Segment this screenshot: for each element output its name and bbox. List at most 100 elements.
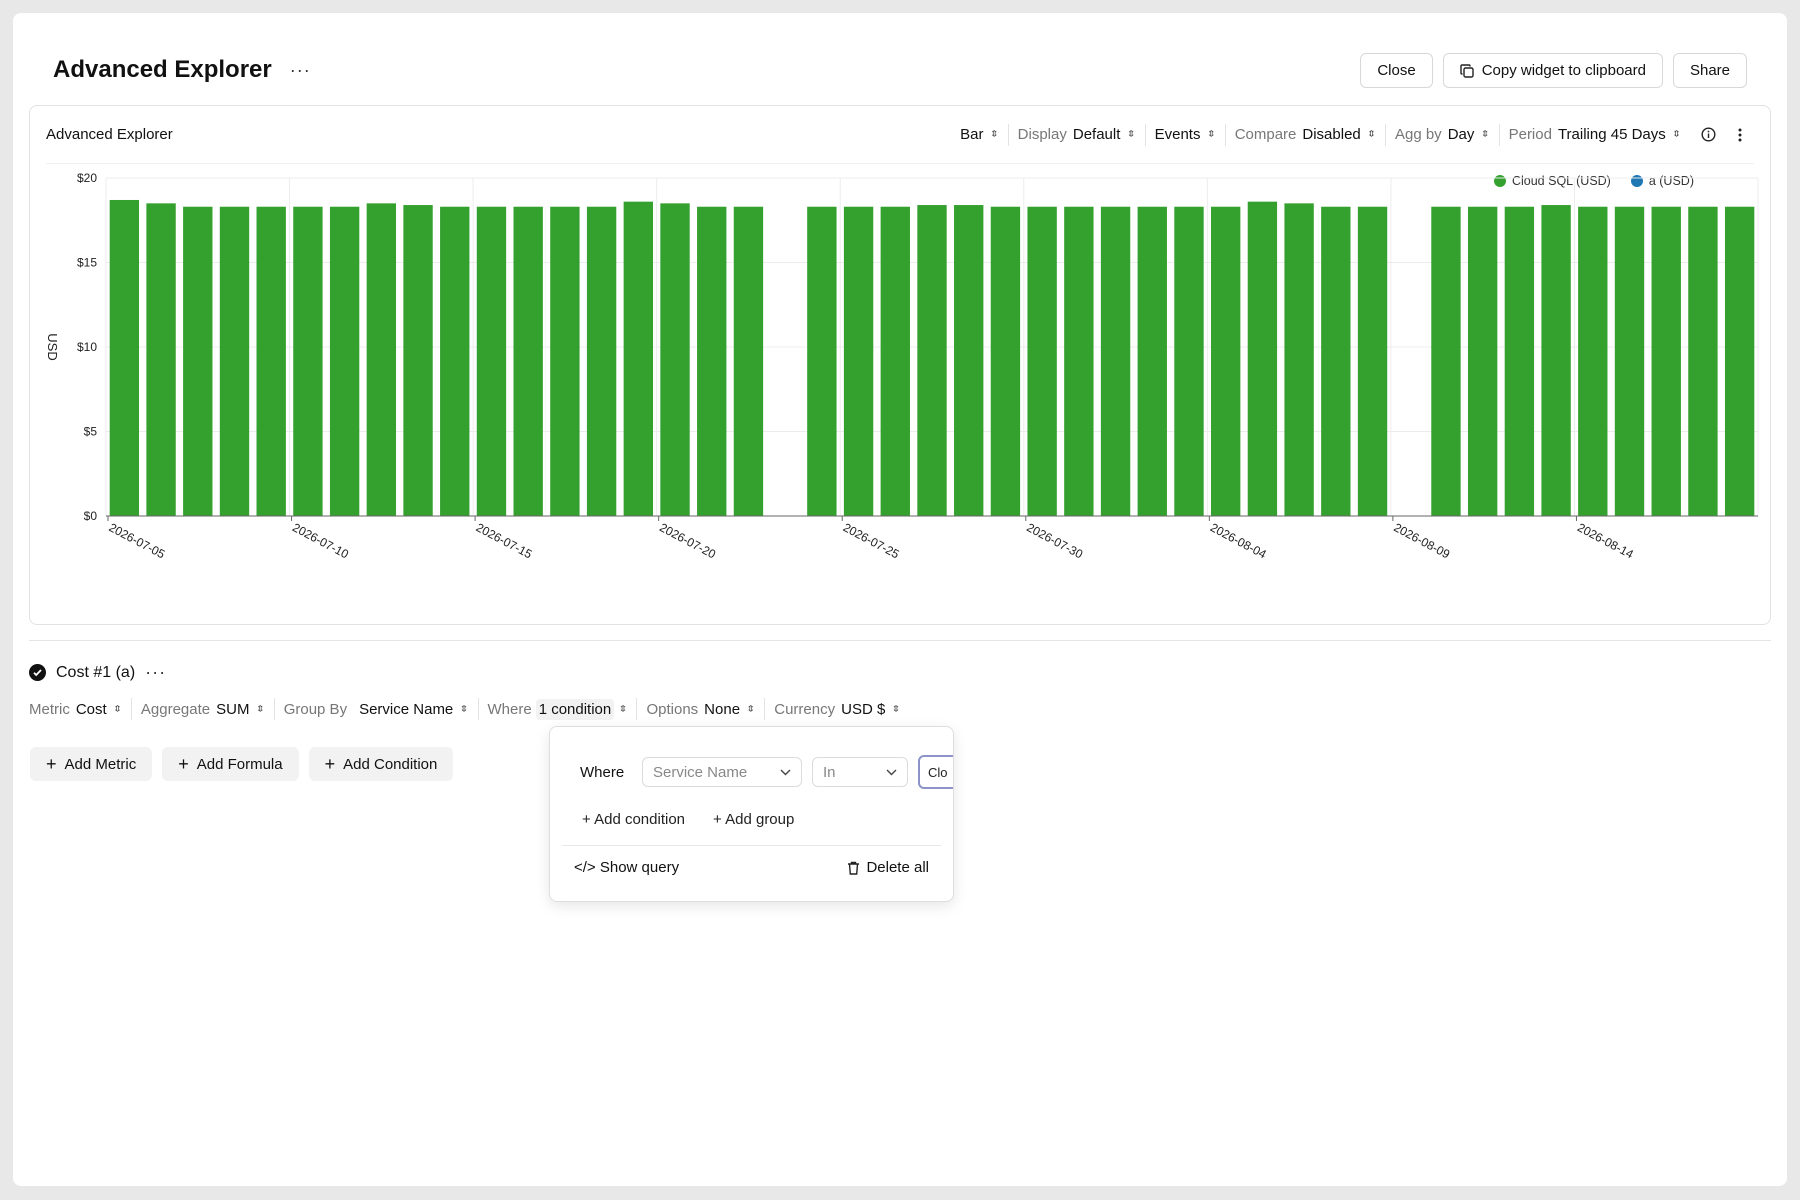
popover-divider [562,845,941,846]
top-actions: Close Copy widget to clipboard Share [1360,53,1747,88]
bar [1688,206,1718,517]
share-button[interactable]: Share [1672,53,1747,88]
delete-all-label: Delete all [866,859,929,876]
display-label: Display [1017,126,1067,143]
bar [293,206,323,517]
bar [109,199,140,516]
plus-icon: + [178,754,189,774]
period-select[interactable]: Period Trailing 45 Days ⇕ [1498,123,1690,146]
updown-chevron-icon: ⇕ [1126,129,1136,139]
add-condition-link[interactable]: + Add condition [582,811,686,828]
events-select[interactable]: Events ⇕ [1144,123,1225,146]
show-query-label: </> Show query [574,859,680,876]
updown-chevron-icon: ⇕ [1366,129,1376,139]
bar [403,205,433,516]
x-tick-label: 2026-08-09 [1391,520,1452,561]
kebab-menu-button[interactable] [1726,121,1754,149]
updown-chevron-icon: ⇕ [1206,129,1216,139]
field-select[interactable]: Service Name [642,757,802,787]
add-group-link[interactable]: + Add group [713,811,795,828]
metric-controls: Metric Cost ⇕ Aggregate SUM ⇕ Group By S… [29,698,910,720]
chevron-down-icon [780,769,791,775]
bar [1467,206,1498,517]
field-select-placeholder: Service Name [653,763,748,781]
chart-card: Advanced Explorer Bar ⇕ Display Default … [29,105,1771,625]
info-button[interactable] [1694,121,1722,149]
x-tick-label: 2026-07-10 [290,520,351,561]
bar [807,206,837,517]
bar [183,206,213,517]
bar [1651,206,1681,517]
condition-where-label: Where [580,763,625,781]
aggregate-select[interactable]: Aggregate SUM ⇕ [130,698,274,720]
agg-by-label: Agg by [1394,126,1442,143]
copy-widget-button[interactable]: Copy widget to clipboard [1442,53,1663,88]
bar [1027,206,1057,517]
metric-more-button[interactable]: ··· [145,662,167,682]
delete-all-button[interactable]: Delete all [847,859,929,876]
y-axis-label: USD [45,333,60,360]
metric-select[interactable]: Metric Cost ⇕ [29,698,131,720]
add-formula-label: Add Formula [196,755,283,773]
agg-by-select[interactable]: Agg by Day ⇕ [1384,123,1499,146]
add-metric-label: Add Metric [64,755,137,773]
add-metric-button[interactable]: + Add Metric [30,747,153,781]
bar [366,203,397,516]
period-value: Trailing 45 Days [1557,126,1666,143]
value-input[interactable]: Clo [918,755,953,789]
add-buttons: + Add Metric + Add Formula + Add Conditi… [30,747,454,781]
group-by-select[interactable]: Group By Service Name ⇕ [273,698,478,720]
compare-label: Compare [1234,126,1297,143]
period-label: Period [1508,126,1552,143]
show-query-button[interactable]: </> Show query [574,859,679,876]
plus-icon: + [324,754,336,774]
where-popover: Where Service Name In Clo + Add conditio… [549,726,954,902]
operator-select[interactable]: In [812,757,908,787]
close-button[interactable]: Close [1360,53,1433,88]
chevron-down-icon [886,769,897,775]
compare-value: Disabled [1302,126,1361,143]
bar [733,206,764,517]
bar [256,206,286,517]
display-select[interactable]: Display Default ⇕ [1007,123,1145,146]
x-tick-label: 2026-07-25 [841,520,902,561]
chart-card-header: Advanced Explorer Bar ⇕ Display Default … [46,106,1754,164]
trash-icon [848,861,860,875]
currency-select[interactable]: Currency USD $ ⇕ [764,698,909,720]
compare-select[interactable]: Compare Disabled ⇕ [1224,123,1385,146]
header: Advanced Explorer ··· [53,50,311,90]
metric-visible-checkbox[interactable] [29,664,46,681]
bar [513,206,543,517]
bar [660,203,690,516]
where-select[interactable]: Where 1 condition ⇕ [477,698,637,720]
bar [880,206,910,517]
popover-links: + Add condition + Add group [582,811,794,828]
y-tick-label: $10 [77,340,97,354]
bar [1357,206,1388,517]
popover-footer: </> Show query Delete all [574,859,929,876]
agg-by-value: Day [1447,126,1475,143]
operator-select-placeholder: In [823,763,836,781]
x-tick-label: 2026-07-05 [107,520,168,561]
add-formula-button[interactable]: + Add Formula [162,747,299,781]
chart-type-select[interactable]: Bar ⇕ [951,124,1008,146]
y-tick-label: $20 [77,171,97,185]
bar [1247,201,1278,516]
x-tick-label: 2026-07-30 [1024,520,1085,561]
chart-card-title: Advanced Explorer [46,126,173,143]
group-by-label: Group By [283,700,348,718]
metric-value: Cost [75,700,107,718]
bar [697,206,727,517]
bar [1724,206,1755,517]
section-divider [29,640,1771,641]
title-more-button[interactable]: ··· [289,59,311,80]
updown-chevron-icon: ⇕ [459,704,469,714]
y-tick-label: $5 [84,425,98,439]
group-by-value: Service Name [359,700,454,718]
options-select[interactable]: Options None ⇕ [636,698,764,720]
chart-type-value: Bar [960,126,984,143]
bar [990,206,1021,517]
add-condition-button[interactable]: + Add Condition [308,747,454,781]
copy-label: Copy widget to clipboard [1481,62,1646,79]
bar [1541,205,1571,516]
